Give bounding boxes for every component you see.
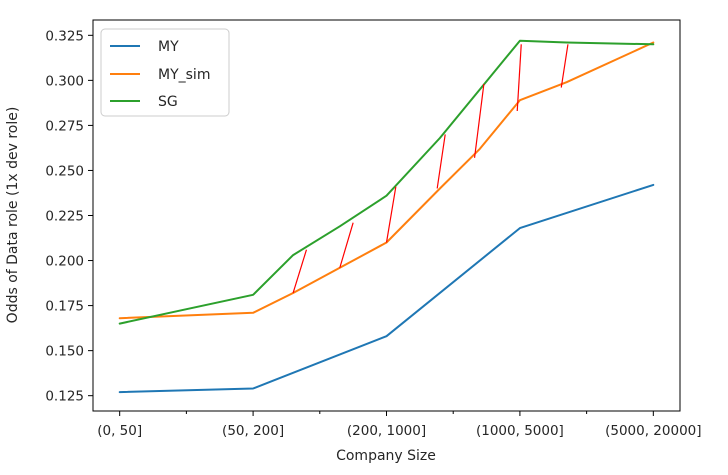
y-tick-label: 0.250 <box>45 163 84 179</box>
y-tick-label: 0.225 <box>45 209 84 225</box>
y-tick-label: 0.300 <box>45 73 84 89</box>
y-axis-label: Odds of Data role (1x dev role) <box>5 107 21 324</box>
x-axis: (0, 50] (50, 200] (200, 1000] (1000, 5000] (… <box>97 411 702 439</box>
y-tick-label: 0.175 <box>45 299 84 315</box>
y-axis: 0.125 0.150 0.175 0.200 0.225 0.250 0.275 0.300… <box>45 28 93 405</box>
legend-label-my: MY <box>158 39 179 55</box>
annotation-segments <box>292 44 569 294</box>
y-tick-label: 0.125 <box>45 389 84 405</box>
annotation-segment <box>473 83 485 158</box>
series-line-sg <box>118 39 655 325</box>
y-tick-label: 0.200 <box>45 254 84 270</box>
series-line-my-sim <box>118 41 655 320</box>
x-tick-label: (5000, 20000] <box>605 423 701 439</box>
legend-label-my-sim: MY_sim <box>158 67 210 83</box>
y-tick-label: 0.275 <box>45 118 84 134</box>
annotation-segment <box>560 44 569 88</box>
x-tick-label: (1000, 5000] <box>476 423 564 439</box>
y-tick-label: 0.150 <box>45 344 84 360</box>
series-line-my <box>118 183 655 394</box>
annotation-segment <box>292 249 308 294</box>
y-tick-label: 0.325 <box>45 28 84 44</box>
x-tick-label: (200, 1000] <box>347 423 426 439</box>
annotation-segment <box>339 222 354 268</box>
legend: MY MY_sim SG <box>100 28 230 117</box>
annotation-segment <box>516 44 522 112</box>
annotation-segment <box>436 134 446 189</box>
series-lines <box>118 39 655 394</box>
legend-box <box>100 28 230 117</box>
annotation-segment <box>385 186 397 243</box>
x-tick-label: (0, 50] <box>97 423 142 439</box>
x-tick-label: (50, 200] <box>222 423 284 439</box>
legend-label-sg: SG <box>158 94 178 110</box>
x-axis-label: Company Size <box>336 448 436 464</box>
